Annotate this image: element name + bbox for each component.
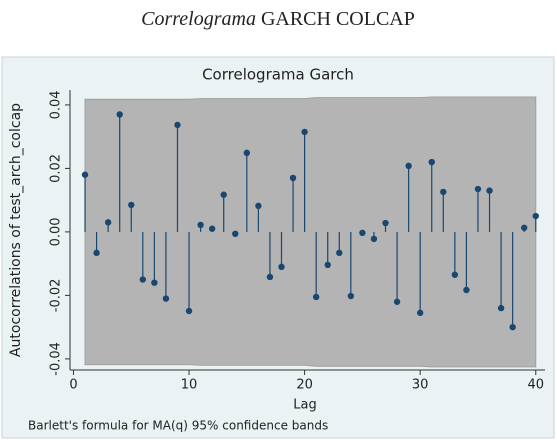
stem-marker (197, 221, 204, 229)
stem-marker (174, 121, 181, 129)
y-tick-label: 0.02 (49, 154, 64, 183)
stem-marker (347, 292, 355, 300)
stem-marker (440, 188, 447, 196)
stem-marker (486, 187, 493, 194)
caption-text: GARCH COLCAP (261, 8, 415, 30)
stem-marker (128, 201, 135, 209)
caption-italic: Correlograma (141, 8, 256, 30)
y-tick-label: 0.00 (49, 217, 64, 246)
x-tick-label: 40 (527, 378, 544, 393)
stem-marker (532, 212, 539, 220)
stem-marker (382, 219, 389, 227)
stem-marker (278, 263, 285, 271)
stem-marker (312, 293, 320, 301)
stem-marker (520, 224, 528, 231)
stem-marker (232, 230, 239, 238)
stem-marker (393, 298, 401, 305)
confidence-band (84, 96, 537, 368)
stem-marker (139, 276, 147, 283)
stem-marker (81, 171, 89, 178)
x-tick-label: 10 (181, 378, 198, 393)
figure-caption: Correlograma GARCH COLCAP (141, 8, 415, 30)
stem-marker (463, 286, 470, 294)
stem-marker (116, 111, 123, 118)
stem-marker (266, 273, 274, 281)
stem-marker (324, 261, 331, 269)
stem-marker (370, 235, 378, 243)
stem-marker (301, 128, 308, 136)
y-tick-label: 0.04 (49, 90, 64, 119)
chart-title: Correlograma Garch (202, 66, 354, 84)
stem-marker (162, 295, 170, 302)
stem-marker (336, 249, 343, 257)
y-axis-title: Autocorrelations of test_arch_colcap (8, 103, 24, 357)
stem-marker (185, 307, 193, 315)
stem-marker (151, 279, 158, 286)
y-tick-label: -0.04 (49, 342, 64, 376)
x-tick-label: 0 (69, 378, 77, 393)
x-tick-label: 20 (296, 378, 313, 393)
stem-marker (255, 202, 262, 210)
x-axis-title: Lag (293, 398, 316, 413)
x-tick-label: 30 (412, 378, 429, 393)
stem-marker (416, 309, 424, 317)
stem-marker (509, 323, 516, 331)
stem-marker (451, 271, 459, 278)
note: Barlett's formula for MA(q) 95% confiden… (28, 419, 328, 433)
stem-marker (243, 149, 251, 157)
stem-marker (93, 249, 100, 257)
stem-marker (359, 229, 366, 237)
y-tick-label: -0.02 (49, 279, 64, 313)
stem-marker (104, 219, 112, 226)
stem-marker (474, 185, 482, 193)
stem-marker (428, 158, 435, 166)
stem-marker (208, 225, 216, 232)
stem-marker (405, 162, 412, 170)
stem-marker (289, 174, 297, 182)
stem-marker (497, 304, 505, 312)
stem-marker (220, 191, 227, 198)
